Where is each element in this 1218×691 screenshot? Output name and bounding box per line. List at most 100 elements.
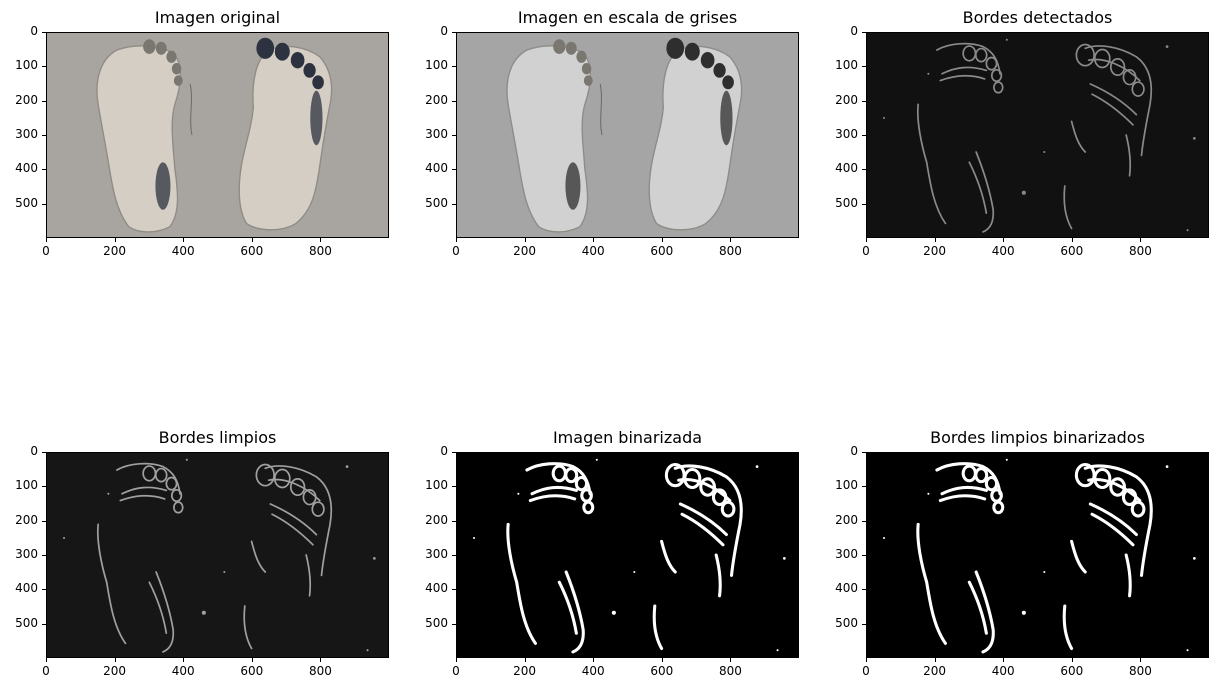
y-tick-label: 300 [425, 127, 448, 141]
y-tick-label: 0 [850, 24, 858, 38]
toe-mark [581, 62, 592, 75]
edge-speck [1165, 465, 1169, 468]
x-tick-mark [1140, 658, 1142, 662]
x-tick-label: 800 [1128, 664, 1152, 678]
toe-edge [1093, 467, 1112, 490]
toe-mark [256, 37, 275, 59]
panel-title: Imagen binarizada [552, 428, 703, 447]
x-tick-label: 600 [240, 664, 264, 678]
toe-edge [1130, 500, 1146, 518]
toe-edge [985, 56, 998, 71]
x-tick-mark [251, 238, 253, 242]
x-tick-mark [251, 658, 253, 662]
y-tick-label: 400 [425, 581, 448, 596]
edge-speck [1043, 570, 1046, 574]
edge-stroke [148, 581, 168, 635]
y-tick-label: 200 [835, 512, 858, 527]
y-tick-label: 0 [850, 444, 858, 458]
edge-speck [366, 649, 369, 652]
edge-stroke [305, 554, 312, 597]
shadow-mark [565, 162, 581, 210]
x-tick-label: 400 [171, 244, 195, 258]
toe-edge [255, 463, 275, 487]
edge-stroke [1089, 83, 1138, 116]
y-tick-label: 400 [425, 161, 448, 176]
edge-stroke [506, 522, 537, 645]
edge-speck [517, 492, 520, 495]
panel-title: Bordes detectados [962, 8, 1113, 27]
edge-stroke [941, 66, 988, 75]
x-tick-label: 0 [862, 664, 870, 678]
x-tick-mark [866, 238, 867, 242]
toe-edge [574, 475, 589, 492]
x-tick-mark [1071, 658, 1073, 662]
x-tick-mark [183, 658, 185, 662]
toe-edge [683, 467, 702, 490]
edge-speck [63, 536, 66, 540]
y-tick-mark [862, 203, 866, 205]
y-tick-label: 100 [425, 478, 448, 493]
y-tick-mark [452, 555, 456, 556]
y-tick-mark [862, 589, 866, 591]
x-tick-mark [1140, 238, 1142, 242]
x-tick-label: 800 [718, 664, 742, 678]
y-tick-label: 100 [835, 58, 858, 73]
toe-edge [582, 500, 595, 515]
x-tick-mark [1071, 238, 1073, 242]
toe-edge [992, 81, 1004, 94]
edge-speck [345, 465, 349, 468]
y-tick-mark [452, 623, 456, 625]
image-background [867, 453, 1208, 657]
image-area [456, 32, 799, 238]
y-tick-label: 100 [835, 478, 858, 493]
y-tick-mark [452, 32, 456, 33]
image-svg [47, 453, 388, 657]
toe-edge [984, 475, 999, 492]
x-tick-label: 800 [718, 244, 742, 258]
y-tick-label: 200 [425, 512, 448, 527]
edge-stroke [1125, 134, 1132, 177]
toe-edge [1093, 48, 1111, 69]
toe-edge [170, 488, 183, 503]
y-tick-mark [452, 520, 456, 522]
x-tick-label: 600 [1060, 664, 1084, 678]
x-tick-mark [524, 238, 526, 242]
y-tick-label: 500 [425, 195, 448, 210]
edge-stroke [680, 512, 725, 547]
x-tick-label: 200 [513, 664, 537, 678]
edge-speck [185, 458, 188, 461]
x-tick-label: 0 [42, 244, 50, 258]
y-tick-mark [862, 520, 866, 522]
y-tick-label: 300 [835, 127, 858, 141]
x-tick-label: 400 [991, 244, 1015, 258]
y-tick-mark [452, 452, 456, 453]
toe-edge [974, 467, 989, 484]
y-tick-mark [862, 32, 866, 33]
x-tick-mark [183, 238, 185, 242]
edge-speck [372, 557, 376, 560]
y-tick-label: 400 [835, 161, 858, 176]
toe-edge [1109, 57, 1126, 77]
x-tick-label: 0 [42, 664, 50, 678]
toe-edge [564, 467, 579, 484]
toe-edge [974, 47, 988, 63]
x-tick-label: 400 [581, 244, 605, 258]
toe-mark [713, 63, 726, 78]
x-tick-label: 200 [103, 664, 127, 678]
y-tick-mark [42, 135, 46, 136]
edge-stroke [250, 540, 267, 573]
image-area [46, 452, 389, 658]
y-tick-label: 0 [440, 444, 448, 458]
x-tick-label: 400 [991, 664, 1015, 678]
y-tick-mark [42, 169, 46, 171]
toe-edge [1075, 43, 1095, 67]
edge-stroke [1083, 464, 1153, 577]
y-tick-mark [862, 135, 866, 136]
x-tick-mark [46, 658, 47, 662]
toe-mark [576, 50, 587, 63]
toe-mark [274, 42, 290, 61]
x-tick-label: 800 [308, 244, 332, 258]
y-tick-mark [452, 589, 456, 591]
image-area [866, 452, 1209, 658]
x-tick-label: 200 [923, 664, 947, 678]
